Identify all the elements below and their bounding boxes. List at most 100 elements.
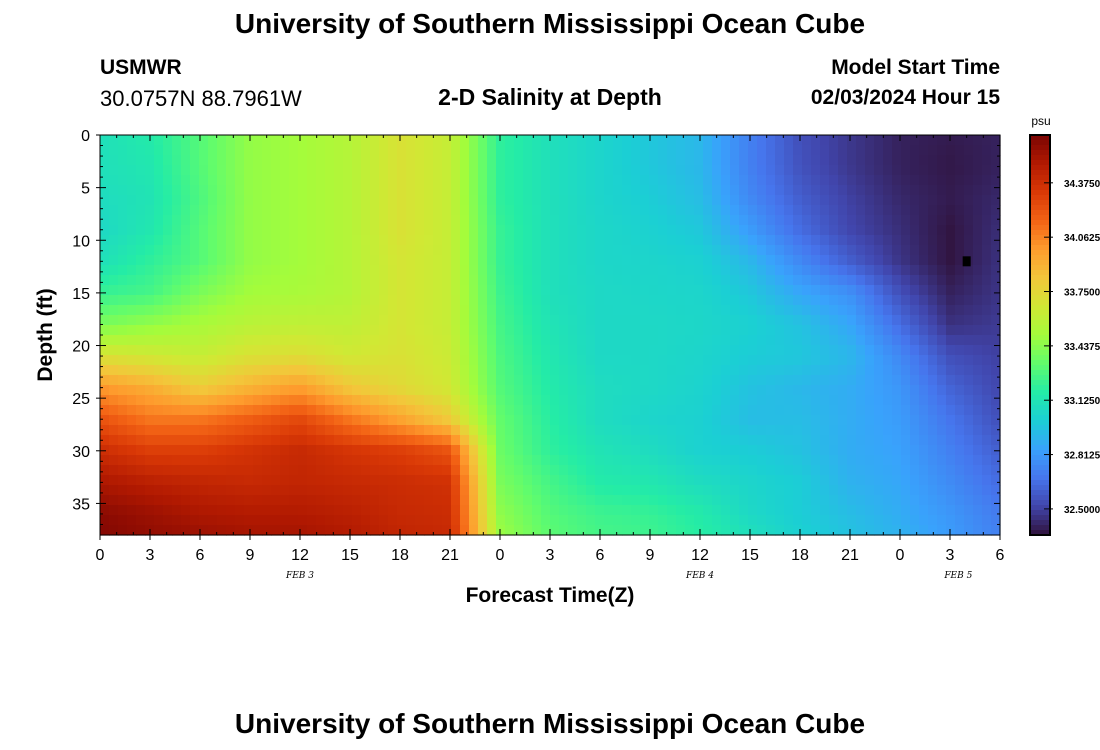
heatmap-cell (352, 255, 362, 266)
heatmap-cell (397, 185, 407, 196)
x-tick-label: 0 (496, 547, 505, 564)
heatmap-cell (271, 495, 281, 506)
heatmap-cell (379, 455, 389, 466)
heatmap-cell (586, 485, 596, 496)
heatmap-cell (811, 285, 821, 296)
heatmap-cell (604, 395, 614, 406)
heatmap-cell (676, 355, 686, 366)
heatmap-cell (649, 415, 659, 426)
heatmap-cell (928, 345, 938, 356)
heatmap-cell (406, 485, 416, 496)
heatmap-cell (154, 255, 164, 266)
heatmap-cell (604, 415, 614, 426)
heatmap-cell (892, 485, 902, 496)
heatmap-cell (406, 245, 416, 256)
heatmap-cell (253, 225, 263, 236)
heatmap-cell (919, 395, 929, 406)
heatmap-cell (928, 405, 938, 416)
heatmap-cell (730, 175, 740, 186)
heatmap-cell (145, 415, 155, 426)
heatmap-cell (874, 325, 884, 336)
heatmap-cell (442, 415, 452, 426)
heatmap-cell (226, 145, 236, 156)
heatmap-cell (136, 395, 146, 406)
heatmap-cell (802, 475, 812, 486)
heatmap-cell (910, 195, 920, 206)
colorbar-segment (1030, 150, 1050, 156)
heatmap-cell (424, 145, 434, 156)
x-tick-label: 15 (341, 547, 359, 564)
heatmap-cell (361, 205, 371, 216)
heatmap-cell (262, 415, 272, 426)
heatmap-cell (208, 225, 218, 236)
heatmap-cell (874, 385, 884, 396)
heatmap-cell (586, 135, 596, 146)
heatmap-cell (478, 265, 488, 276)
heatmap-cell (811, 185, 821, 196)
heatmap-cell (865, 525, 875, 536)
heatmap-cell (820, 385, 830, 396)
heatmap-cell (964, 415, 974, 426)
heatmap-cell (100, 485, 110, 496)
heatmap-cell (199, 375, 209, 386)
heatmap-cell (217, 415, 227, 426)
heatmap-cell (757, 235, 767, 246)
heatmap-cell (496, 175, 506, 186)
heatmap-cell (253, 165, 263, 176)
heatmap-cell (658, 485, 668, 496)
heatmap-cell (802, 205, 812, 216)
heatmap-cell (586, 315, 596, 326)
heatmap-cell (775, 365, 785, 376)
heatmap-cell (676, 195, 686, 206)
heatmap-cell (586, 235, 596, 246)
heatmap-cell (397, 195, 407, 206)
heatmap-cell (946, 455, 956, 466)
heatmap-cell (379, 295, 389, 306)
heatmap-cell (955, 445, 965, 456)
heatmap-cell (154, 475, 164, 486)
heatmap-cell (478, 245, 488, 256)
heatmap-cell (658, 335, 668, 346)
heatmap-cell (145, 325, 155, 336)
heatmap-cell (928, 285, 938, 296)
heatmap-cell (919, 275, 929, 286)
heatmap-cell (757, 445, 767, 456)
heatmap-cell (964, 455, 974, 466)
heatmap-cell (262, 315, 272, 326)
heatmap-cell (271, 295, 281, 306)
heatmap-cell (316, 365, 326, 376)
heatmap-cell (559, 415, 569, 426)
heatmap-cell (532, 435, 542, 446)
heatmap-cell (658, 405, 668, 416)
heatmap-cell (442, 505, 452, 516)
heatmap-cell (514, 525, 524, 536)
heatmap-cell (145, 215, 155, 226)
heatmap-cell (523, 145, 533, 156)
heatmap-cell (793, 305, 803, 316)
heatmap-cell (145, 435, 155, 446)
heatmap-cell (226, 485, 236, 496)
heatmap-cell (379, 135, 389, 146)
heatmap-cell (217, 175, 227, 186)
heatmap-cell (658, 475, 668, 486)
heatmap-cell (496, 305, 506, 316)
heatmap-cell (361, 325, 371, 336)
heatmap-cell (685, 315, 695, 326)
heatmap-cell (253, 185, 263, 196)
heatmap-cell (163, 285, 173, 296)
heatmap-cell (451, 455, 461, 466)
heatmap-cell (694, 445, 704, 456)
heatmap-cell (829, 495, 839, 506)
heatmap-cell (631, 495, 641, 506)
heatmap-cell (181, 325, 191, 336)
heatmap-cell (172, 215, 182, 226)
heatmap-cell (793, 385, 803, 396)
heatmap-cell (694, 505, 704, 516)
heatmap-cell (784, 245, 794, 256)
heatmap-cell (118, 325, 128, 336)
heatmap-cell (811, 515, 821, 526)
heatmap-cell (181, 525, 191, 536)
heatmap-cell (820, 235, 830, 246)
heatmap-cell (640, 415, 650, 426)
heatmap-cell (532, 415, 542, 426)
